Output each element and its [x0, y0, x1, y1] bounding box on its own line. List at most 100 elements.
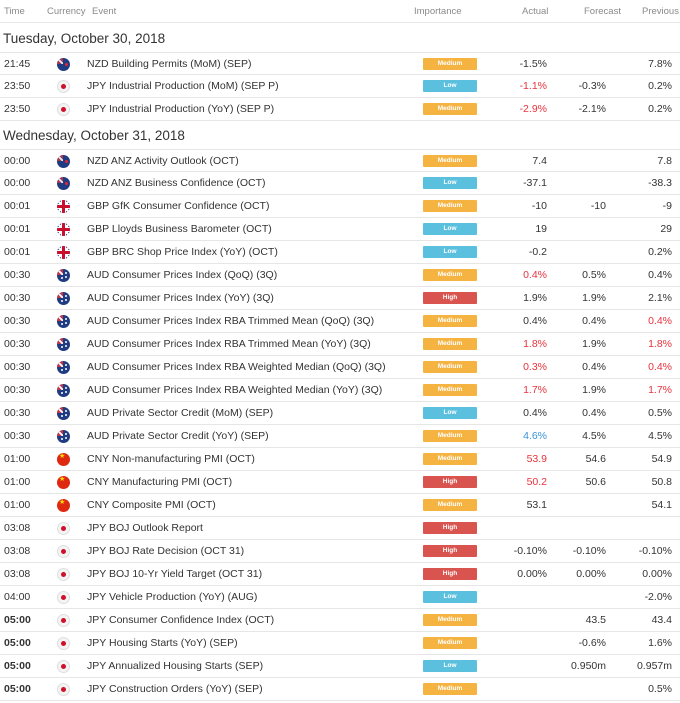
australia-flag-icon — [57, 430, 70, 443]
event-row[interactable]: 03:08 JPY BOJ 10-Yr Yield Target (OCT 31)… — [0, 563, 680, 586]
event-name[interactable]: AUD Consumer Prices Index RBA Weighted M… — [87, 384, 383, 396]
event-row[interactable]: 00:01 GBP BRC Shop Price Index (YoY) (OCT… — [0, 241, 680, 264]
event-time: 00:01 — [4, 223, 31, 235]
event-time: 23:50 — [4, 103, 31, 115]
importance-badge: Low — [423, 177, 477, 189]
importance-badge: High — [423, 545, 477, 557]
importance-badge: Medium — [423, 430, 477, 442]
event-name[interactable]: JPY Housing Starts (YoY) (SEP) — [87, 637, 238, 649]
event-row[interactable]: 00:30 AUD Consumer Prices Index RBA Trimm… — [0, 310, 680, 333]
event-row[interactable]: 00:01 GBP GfK Consumer Confidence (OCT) Me… — [0, 195, 680, 218]
event-name[interactable]: CNY Manufacturing PMI (OCT) — [87, 476, 233, 488]
new-zealand-flag-icon — [57, 58, 70, 71]
event-name[interactable]: JPY Consumer Confidence Index (OCT) — [87, 614, 275, 626]
event-name[interactable]: AUD Consumer Prices Index (QoQ) (3Q) — [87, 269, 278, 281]
event-row[interactable]: 04:00 JPY Vehicle Production (YoY) (AUG) L… — [0, 586, 680, 609]
event-actual-value: -0.2 — [528, 246, 547, 258]
event-name[interactable]: AUD Consumer Prices Index (YoY) (3Q) — [87, 292, 274, 304]
event-row[interactable]: 01:00 CNY Composite PMI (OCT) Medium 53.1 54… — [0, 494, 680, 517]
event-row[interactable]: 03:08 JPY BOJ Rate Decision (OCT 31) High -… — [0, 540, 680, 563]
event-name[interactable]: JPY Construction Orders (YoY) (SEP) — [87, 683, 263, 695]
importance-badge: Low — [423, 407, 477, 419]
event-previous-value: 0.4% — [648, 269, 672, 281]
event-name[interactable]: JPY BOJ Outlook Report — [87, 522, 203, 534]
event-forecast-value: -0.6% — [578, 637, 606, 649]
event-row[interactable]: 05:00 JPY Housing Starts (YoY) (SEP) Mediu… — [0, 632, 680, 655]
event-name[interactable]: AUD Private Sector Credit (MoM) (SEP) — [87, 407, 274, 419]
event-time: 03:08 — [4, 568, 31, 580]
event-row[interactable]: 05:00 JPY Construction Orders (YoY) (SEP)… — [0, 678, 680, 701]
event-previous-value: -0.10% — [638, 545, 672, 557]
event-actual-value: 53.1 — [526, 499, 547, 511]
event-row[interactable]: 00:01 GBP Lloyds Business Barometer (OCT)… — [0, 218, 680, 241]
event-forecast-value: -0.10% — [572, 545, 606, 557]
column-header-time[interactable]: Time — [4, 6, 25, 17]
event-name[interactable]: JPY Vehicle Production (YoY) (AUG) — [87, 591, 258, 603]
event-actual-value: 1.8% — [523, 338, 547, 350]
event-row[interactable]: 23:50 JPY Industrial Production (MoM) (SE… — [0, 75, 680, 98]
event-name[interactable]: GBP GfK Consumer Confidence (OCT) — [87, 200, 270, 212]
australia-flag-icon — [57, 384, 70, 397]
event-row[interactable]: 21:45 NZD Building Permits (MoM) (SEP) Med… — [0, 52, 680, 75]
event-actual-value: 7.4 — [532, 155, 547, 167]
event-name[interactable]: GBP Lloyds Business Barometer (OCT) — [87, 223, 272, 235]
column-header-importance[interactable]: Importance — [414, 6, 462, 17]
event-time: 00:30 — [4, 292, 31, 304]
column-header-previous[interactable]: Previous — [642, 6, 679, 17]
event-name[interactable]: AUD Consumer Prices Index RBA Trimmed Me… — [87, 315, 375, 327]
event-name[interactable]: JPY BOJ Rate Decision (OCT 31) — [87, 545, 245, 557]
event-name[interactable]: GBP BRC Shop Price Index (YoY) (OCT) — [87, 246, 278, 258]
date-heading: Tuesday, October 30, 2018 — [3, 31, 166, 46]
importance-badge: Medium — [423, 614, 477, 626]
event-name[interactable]: CNY Non-manufacturing PMI (OCT) — [87, 453, 255, 465]
event-time: 05:00 — [4, 637, 31, 649]
event-row[interactable]: 23:50 JPY Industrial Production (YoY) (SE… — [0, 98, 680, 121]
event-row[interactable]: 01:00 CNY Manufacturing PMI (OCT) High 50.2… — [0, 471, 680, 494]
event-name[interactable]: CNY Composite PMI (OCT) — [87, 499, 216, 511]
event-row[interactable]: 00:30 AUD Consumer Prices Index RBA Weigh… — [0, 379, 680, 402]
event-actual-value: 0.4% — [523, 407, 547, 419]
event-row[interactable]: 00:30 AUD Private Sector Credit (YoY) (SE… — [0, 425, 680, 448]
event-forecast-value: 1.9% — [582, 292, 606, 304]
event-actual-value: 19 — [535, 223, 547, 235]
japan-flag-icon — [57, 545, 70, 558]
event-name[interactable]: NZD ANZ Business Confidence (OCT) — [87, 177, 266, 189]
column-header-actual[interactable]: Actual — [522, 6, 549, 17]
event-forecast-value: 50.6 — [585, 476, 606, 488]
event-row[interactable]: 00:00 NZD ANZ Activity Outlook (OCT) Mediu… — [0, 149, 680, 172]
event-row[interactable]: 00:00 NZD ANZ Business Confidence (OCT) Lo… — [0, 172, 680, 195]
australia-flag-icon — [57, 292, 70, 305]
importance-badge: Medium — [423, 155, 477, 167]
event-name[interactable]: JPY Industrial Production (MoM) (SEP P) — [87, 80, 279, 92]
event-name[interactable]: NZD ANZ Activity Outlook (OCT) — [87, 155, 239, 167]
australia-flag-icon — [57, 407, 70, 420]
column-header-forecast[interactable]: Forecast — [584, 6, 621, 17]
event-row[interactable]: 05:00 JPY Consumer Confidence Index (OCT)… — [0, 609, 680, 632]
event-name[interactable]: AUD Consumer Prices Index RBA Weighted M… — [87, 361, 386, 373]
event-row[interactable]: 05:00 JPY Annualized Housing Starts (SEP)… — [0, 655, 680, 678]
event-time: 01:00 — [4, 499, 31, 511]
event-name[interactable]: JPY Industrial Production (YoY) (SEP P) — [87, 103, 275, 115]
china-flag-icon — [57, 453, 70, 466]
event-row[interactable]: 00:30 AUD Private Sector Credit (MoM) (SE… — [0, 402, 680, 425]
event-row[interactable]: 03:08 JPY BOJ Outlook Report High — [0, 517, 680, 540]
event-name[interactable]: NZD Building Permits (MoM) (SEP) — [87, 58, 252, 70]
event-previous-value: 54.1 — [651, 499, 672, 511]
event-row[interactable]: 01:00 CNY Non-manufacturing PMI (OCT) Medi… — [0, 448, 680, 471]
column-header-currency[interactable]: Currency — [47, 6, 86, 17]
japan-flag-icon — [57, 591, 70, 604]
event-name[interactable]: AUD Consumer Prices Index RBA Trimmed Me… — [87, 338, 371, 350]
event-time: 23:50 — [4, 80, 31, 92]
event-previous-value: -9 — [662, 200, 672, 212]
event-name[interactable]: AUD Private Sector Credit (YoY) (SEP) — [87, 430, 269, 442]
event-actual-value: 0.3% — [523, 361, 547, 373]
event-forecast-value: 0.4% — [582, 315, 606, 327]
event-row[interactable]: 00:30 AUD Consumer Prices Index RBA Trimm… — [0, 333, 680, 356]
event-row[interactable]: 00:30 AUD Consumer Prices Index (YoY) (3Q… — [0, 287, 680, 310]
event-name[interactable]: JPY BOJ 10-Yr Yield Target (OCT 31) — [87, 568, 263, 580]
event-row[interactable]: 00:30 AUD Consumer Prices Index RBA Weigh… — [0, 356, 680, 379]
event-row[interactable]: 00:30 AUD Consumer Prices Index (QoQ) (3Q… — [0, 264, 680, 287]
event-name[interactable]: JPY Annualized Housing Starts (SEP) — [87, 660, 264, 672]
column-header-event[interactable]: Event — [92, 6, 117, 17]
event-previous-value: 1.6% — [648, 637, 672, 649]
